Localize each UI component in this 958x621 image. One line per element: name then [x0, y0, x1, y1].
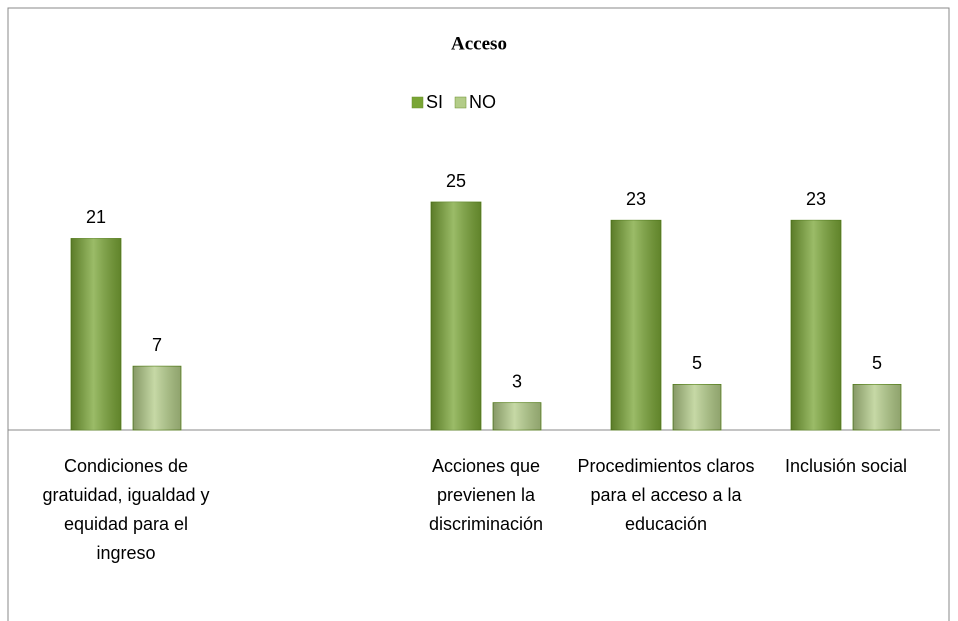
- legend-swatch: [454, 96, 467, 109]
- bar-shine: [673, 384, 721, 430]
- legend-label: SI: [426, 92, 443, 112]
- chart-title: Acceso: [451, 33, 507, 54]
- bar-shine: [133, 366, 181, 430]
- data-label: 23: [626, 189, 646, 209]
- bar-shine: [853, 384, 901, 430]
- bar-shine: [71, 238, 121, 430]
- x-tick-label: Acciones que previenen la discriminación: [428, 456, 544, 534]
- data-label: 25: [446, 171, 466, 191]
- chart-frame: [7, 7, 950, 621]
- data-label: 5: [692, 353, 702, 373]
- bar-shine: [431, 202, 481, 430]
- x-tick-label: Condiciones de gratuidad, igualdad y equ…: [42, 456, 210, 563]
- data-label: 5: [872, 353, 882, 373]
- legend-swatch: [411, 96, 424, 109]
- bar-shine: [791, 220, 841, 430]
- x-tick-label: Inclusión social: [784, 456, 908, 476]
- data-label: 23: [806, 189, 826, 209]
- legend-label: NO: [469, 92, 496, 112]
- data-label: 3: [512, 371, 522, 391]
- bar-shine: [493, 402, 541, 430]
- data-label: 7: [152, 335, 162, 355]
- x-tick-label: Procedimientos claros para el acceso a l…: [577, 456, 755, 534]
- bar-shine: [611, 220, 661, 430]
- data-label: 21: [86, 207, 106, 227]
